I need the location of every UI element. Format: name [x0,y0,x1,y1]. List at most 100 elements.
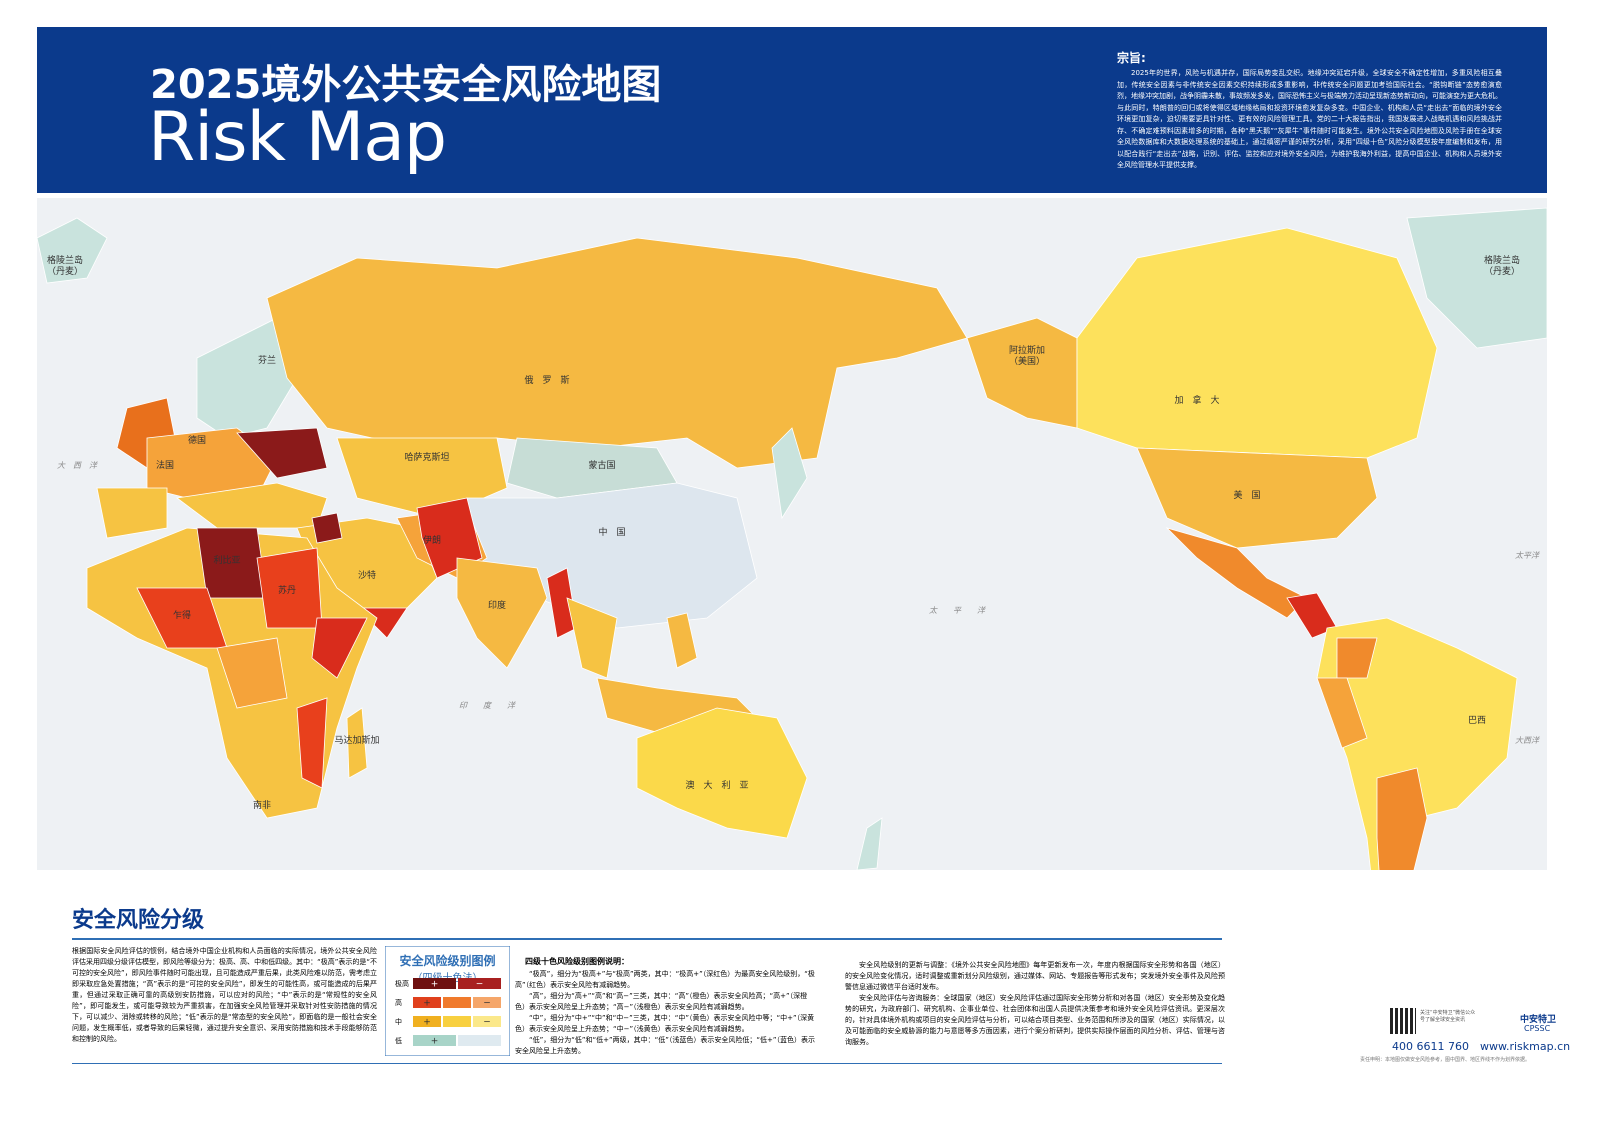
greenland [1406,207,1547,349]
legend-heading: 四级十色风险级别图例说明： [525,957,629,966]
label-line: 格陵兰岛 [1484,254,1520,266]
legend-level: 高 [395,998,402,1007]
country-label: 芬兰 [258,354,276,366]
canada [1076,227,1438,459]
map-labels: 俄 罗 斯 加 拿 大 美 国 中 国 蒙古国 哈萨克斯坦 印度 澳 大 利 亚… [47,254,1540,811]
legend-swatch [458,978,501,989]
country-label: 美 国 [1233,489,1260,501]
brand: 中安特卫 [1520,1015,1557,1025]
country-label: 加 拿 大 [1174,394,1219,406]
ocean-label: 太 平 洋 [929,606,986,615]
australia [636,707,808,839]
legend: 极高 + − 高 + − 中 + − 低 + [385,946,510,1056]
country-label: 利比亚 [213,554,240,566]
legend-swatch [458,1035,501,1046]
syria [311,512,343,544]
label-line: （美国） [1009,355,1045,367]
note: 安全风险级别的更新与调整：《境外公共安全风险地图》每年更新发布一次，年度内根据国… [845,961,1225,991]
note: “中”，细分为“中+”“中”和“中−”三类，其中：“中”（黄色）表示安全风险中等… [515,1014,815,1033]
horn-of-africa [311,617,368,679]
legend-level: 低 [395,1036,402,1045]
legend-sign: − [483,999,491,1009]
legend-swatch [413,1035,456,1046]
legend-swatch [413,1016,441,1027]
legend-swatch [473,1016,501,1027]
legend-swatch [443,997,471,1008]
legend-sign: + [423,1018,431,1028]
note: “低”，细分为“低”和“低+”两级，其中：“低”（浅蓝色）表示安全风险低；“低+… [515,1036,815,1055]
divider [72,1063,1222,1064]
legend-swatch [443,1016,471,1027]
country-label: 沙特 [358,569,376,581]
country-label: 德国 [188,434,206,446]
label-line: 阿拉斯加 [1009,344,1045,356]
legend-sign: + [431,1037,439,1047]
purpose-heading: 宗旨: [1117,51,1146,65]
legend-sign: − [476,980,484,990]
qr-code [1390,1008,1416,1034]
central-africa [216,637,288,709]
phone: 400 6611 760 [1392,1040,1469,1053]
section-title: 安全风险分级 [72,908,205,933]
japan [771,427,808,520]
legend-swatch [473,997,501,1008]
balkans [175,482,328,529]
country-label: 蒙古国 [588,459,615,471]
country-label: 苏丹 [278,584,296,596]
country-label: 印度 [488,599,506,611]
world-map: 俄 罗 斯 加 拿 大 美 国 中 国 蒙古国 哈萨克斯坦 印度 澳 大 利 亚… [37,198,1547,870]
note: 安全风险评估与咨询服务：全球国家（地区）安全风险评估通过国际安全形势分析和对各国… [845,994,1225,1046]
ocean-label: 大 西 洋 [57,461,98,470]
country-label: 巴西 [1468,715,1486,726]
country-label: 格陵兰岛（丹麦） [47,254,83,277]
section-text: 根据国际安全风险评估的惯例，结合境外中国企业机构和人员面临的实际情况，境外公共安… [72,947,377,1043]
philippines [666,612,698,669]
country-label: 阿拉斯加（美国） [1009,344,1045,367]
website[interactable]: www.riskmap.cn [1480,1040,1571,1053]
iberia [96,487,168,539]
legend-sign: + [431,980,439,990]
footer: 责任申明：本地图仅做安全风险参考，图中国界、地区界线不作为划界依据。 [1360,1057,1531,1063]
update-notes: 安全风险级别的更新与调整：《境外公共安全风险地图》每年更新发布一次，年度内根据国… [845,960,1225,1048]
india [456,557,548,669]
label-line: 格陵兰岛 [47,254,83,266]
indochina [566,597,618,679]
country-label: 法国 [156,459,174,471]
brand-en: CPSSC [1524,1024,1551,1033]
ocean-label: 大西洋 [1515,736,1540,745]
country-label: 澳 大 利 亚 [685,779,748,791]
purpose-text: 2025年的世界，风险与机遇并存，国际局势变乱交织。地缘冲突延宕升级，全球安全不… [1117,69,1502,169]
subtitle: Risk Map [148,98,447,177]
argentina [1376,767,1428,870]
legend-rows: 极高 + − 高 + − 中 + − 低 + [395,978,501,1047]
legend-swatch [413,997,441,1008]
header-banner [37,27,1547,193]
legend-level: 中 [395,1017,402,1026]
country-label: 格陵兰岛（丹麦） [1484,254,1520,277]
usa [1136,447,1378,549]
legend-swatch [413,978,456,989]
new-zealand [856,817,883,870]
title: 2025境外公共安全风险地图 [150,62,662,108]
mozambique [296,697,328,789]
divider [72,938,1222,940]
country-label: 南非 [253,799,271,811]
country-label: 乍得 [173,609,191,621]
legend-sign: + [423,999,431,1009]
legend-notes: “极高”，细分为“极高+”与“极高”两类，其中：“极高+”（深红色）为最高安全风… [515,969,815,1057]
peru [1316,677,1368,749]
ocean-label: 印 度 洋 [459,701,516,710]
greenland [37,217,108,284]
label-line: （丹麦） [1484,265,1520,277]
country-label: 哈萨克斯坦 [404,451,449,463]
ocean-label: 太平洋 [1515,551,1540,560]
country-label: 伊朗 [423,534,441,546]
qr-note: 关注“中安特卫”微信公众号了解全球安全资讯 [1420,1010,1476,1023]
legend-title: 安全风险级别图例 [399,954,496,968]
note: “极高”，细分为“极高+”与“极高”两类，其中：“极高+”（深红色）为最高安全风… [515,970,815,989]
land [37,207,1547,870]
legend-level: 极高 [395,979,409,988]
country-label: 中 国 [598,526,625,538]
note: “高”，细分为“高+”“高”和“高−”三类，其中：“高”（橙色）表示安全风险高；… [515,992,808,1011]
